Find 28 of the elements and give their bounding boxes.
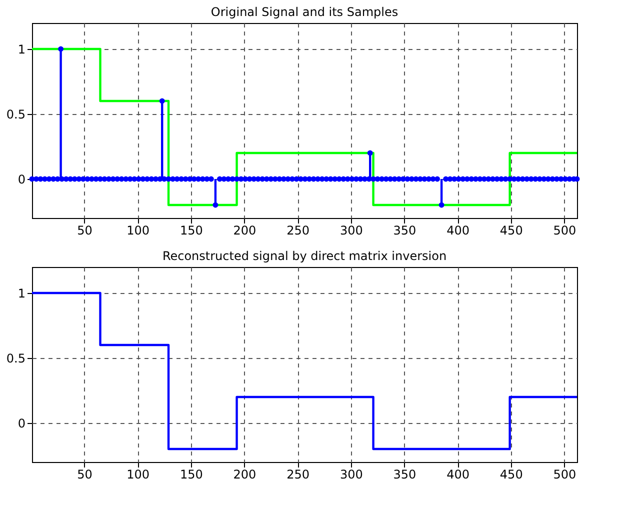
- x-tick-label: 250: [286, 224, 310, 238]
- x-tick-label: 300: [340, 224, 363, 238]
- y-tick-label: 0: [18, 172, 26, 186]
- x-tick-label: 50: [77, 468, 92, 482]
- chart-title: Original Signal and its Samples: [210, 5, 398, 19]
- y-tick-label: 1: [18, 42, 26, 56]
- y-tick-label: 1: [18, 286, 26, 300]
- x-tick-label: 500: [553, 224, 576, 238]
- x-tick-label: 50: [77, 224, 92, 238]
- x-tick-label: 150: [180, 468, 203, 482]
- y-tick-label: 0: [18, 416, 26, 430]
- x-tick-label: 150: [180, 224, 203, 238]
- x-tick-label: 200: [233, 224, 256, 238]
- x-tick-label: 100: [126, 468, 150, 482]
- y-tick-label: 0.5: [6, 108, 26, 122]
- x-tick-label: 400: [446, 224, 470, 238]
- x-tick-label: 450: [500, 468, 523, 482]
- x-tick-label: 350: [393, 224, 416, 238]
- x-tick-label: 300: [340, 468, 363, 482]
- y-tick-label: 0.5: [6, 352, 26, 366]
- x-tick-label: 200: [233, 468, 256, 482]
- x-tick-label: 500: [553, 468, 576, 482]
- x-tick-label: 400: [446, 468, 470, 482]
- chart-title: Reconstructed signal by direct matrix inversion: [162, 249, 447, 263]
- x-tick-label: 450: [500, 224, 523, 238]
- x-tick-label: 100: [126, 224, 150, 238]
- x-tick-label: 350: [393, 468, 416, 482]
- x-tick-label: 250: [286, 468, 310, 482]
